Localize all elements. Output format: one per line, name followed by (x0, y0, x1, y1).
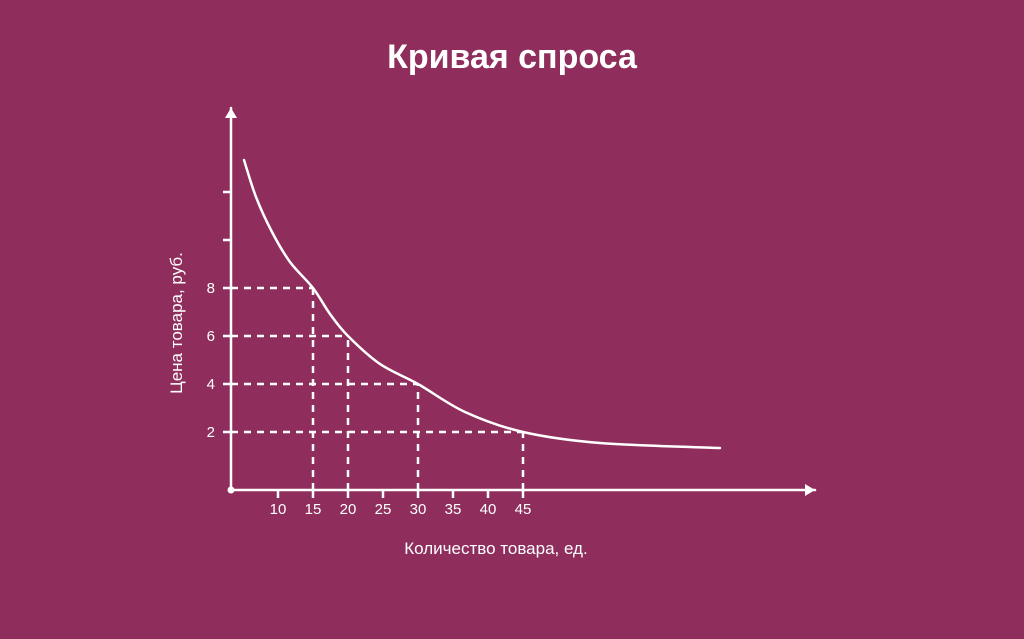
origin-dot (228, 487, 235, 494)
x-tick-label: 15 (305, 501, 322, 518)
x-tick-label: 40 (480, 501, 497, 518)
x-tick-label: 45 (515, 501, 532, 518)
x-tick-label: 10 (270, 501, 287, 518)
y-tick-label: 2 (207, 424, 215, 441)
chart-stage: Кривая спроса 10 15 20 25 30 35 40 45 2 4 6 8 Количес… (0, 0, 1024, 639)
y-axis-label: Цена товара, руб. (167, 252, 186, 394)
y-tick-label: 8 (207, 280, 215, 297)
y-tick-label: 4 (207, 376, 215, 393)
x-tick-label: 20 (340, 501, 357, 518)
x-tick-label: 25 (375, 501, 392, 518)
demand-curve-chart: Кривая спроса 10 15 20 25 30 35 40 45 2 4 6 8 Количес… (0, 0, 1024, 639)
x-axis-label: Количество товара, ед. (404, 539, 587, 558)
y-tick-label: 6 (207, 328, 215, 345)
x-tick-label: 30 (410, 501, 427, 518)
chart-title: Кривая спроса (387, 38, 638, 76)
x-tick-label: 35 (445, 501, 462, 518)
